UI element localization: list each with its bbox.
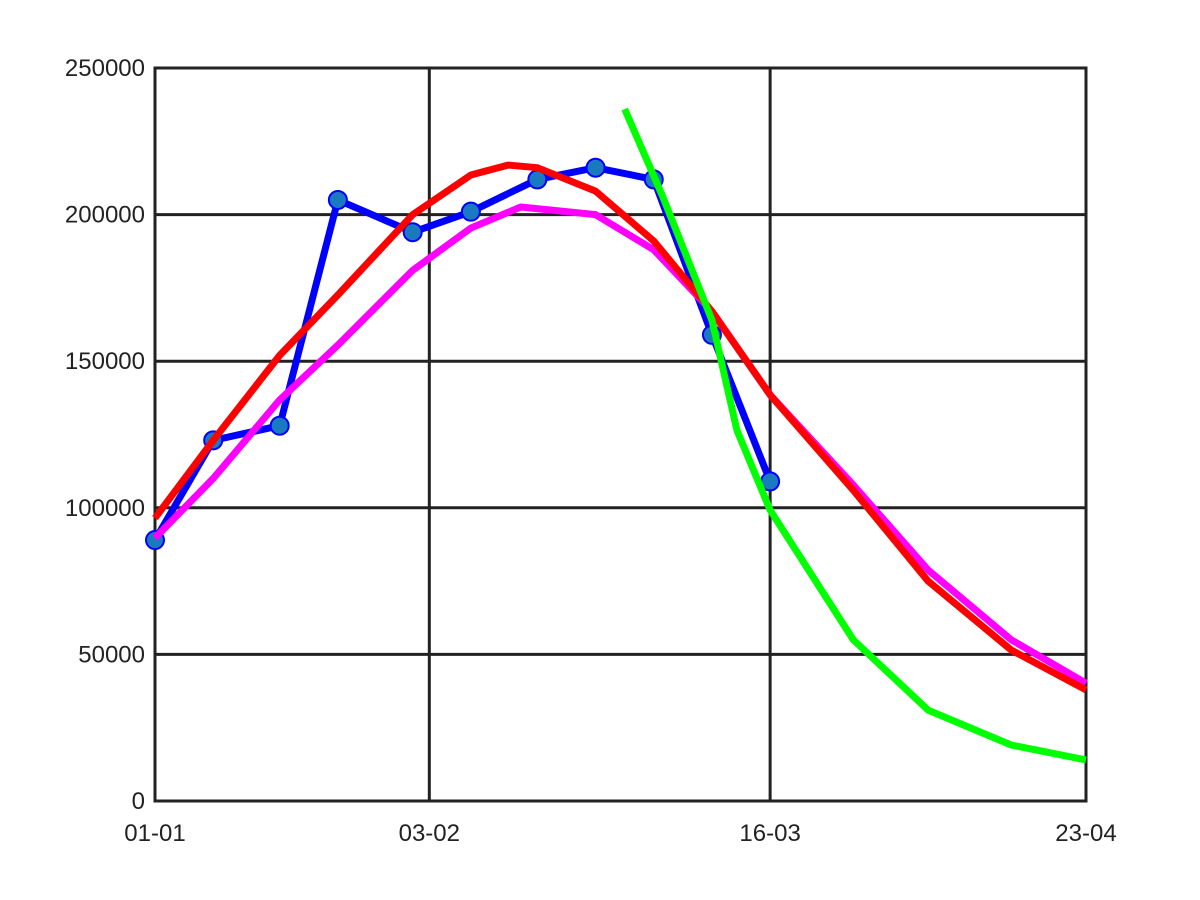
- x-tick-label: 16-03: [739, 820, 800, 847]
- y-tick-label: 100000: [65, 495, 145, 522]
- data-point: [269, 415, 290, 436]
- y-tick-label: 0: [132, 788, 145, 815]
- y-tick-label: 200000: [65, 202, 145, 229]
- data-point: [585, 157, 606, 178]
- y-tick-label: 50000: [78, 641, 145, 668]
- plot-frame: [153, 66, 1088, 803]
- data-line: [152, 161, 1088, 693]
- y-tick-label: 250000: [65, 55, 145, 82]
- data-line: [152, 203, 1088, 687]
- data-point: [402, 222, 423, 243]
- y-tick-label: 150000: [65, 348, 145, 375]
- data-line: [621, 107, 1087, 764]
- data-point: [460, 201, 481, 222]
- data-line: [151, 164, 774, 542]
- x-tick-label: 01-01: [124, 820, 185, 847]
- x-tick-label: 03-02: [399, 820, 460, 847]
- x-tick-label: 23-04: [1055, 820, 1116, 847]
- data-point: [327, 189, 348, 210]
